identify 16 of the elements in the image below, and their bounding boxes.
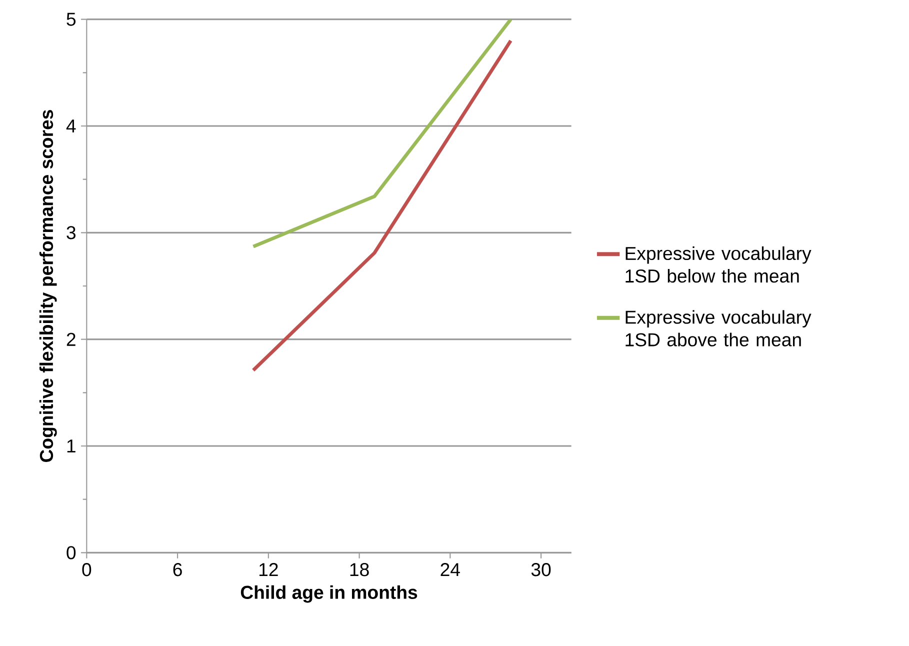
x-tick-label: 30 xyxy=(531,563,551,576)
y-tick-label: 4 xyxy=(66,120,76,132)
y-tick-label: 2 xyxy=(66,332,76,346)
x-tick-label: 12 xyxy=(259,563,278,576)
x-tick-label: 18 xyxy=(350,563,369,576)
legend-label: Expressive vocabulary 1SD below the mean xyxy=(626,246,812,283)
y-tick-label: 0 xyxy=(66,546,76,560)
x-tick-label: 24 xyxy=(440,563,460,576)
y-axis-title: Cognitive flexibility performance scores xyxy=(39,110,57,462)
y-tick-label: 1 xyxy=(67,440,76,452)
y-tick-label: 3 xyxy=(66,226,76,240)
legend-label: Expressive vocabulary 1SD above the mean xyxy=(626,310,812,346)
y-tick-label: 5 xyxy=(66,12,76,26)
x-axis-title: Child age in months xyxy=(240,585,418,603)
x-tick-label: 0 xyxy=(82,563,92,576)
x-tick-label: 6 xyxy=(173,563,182,576)
